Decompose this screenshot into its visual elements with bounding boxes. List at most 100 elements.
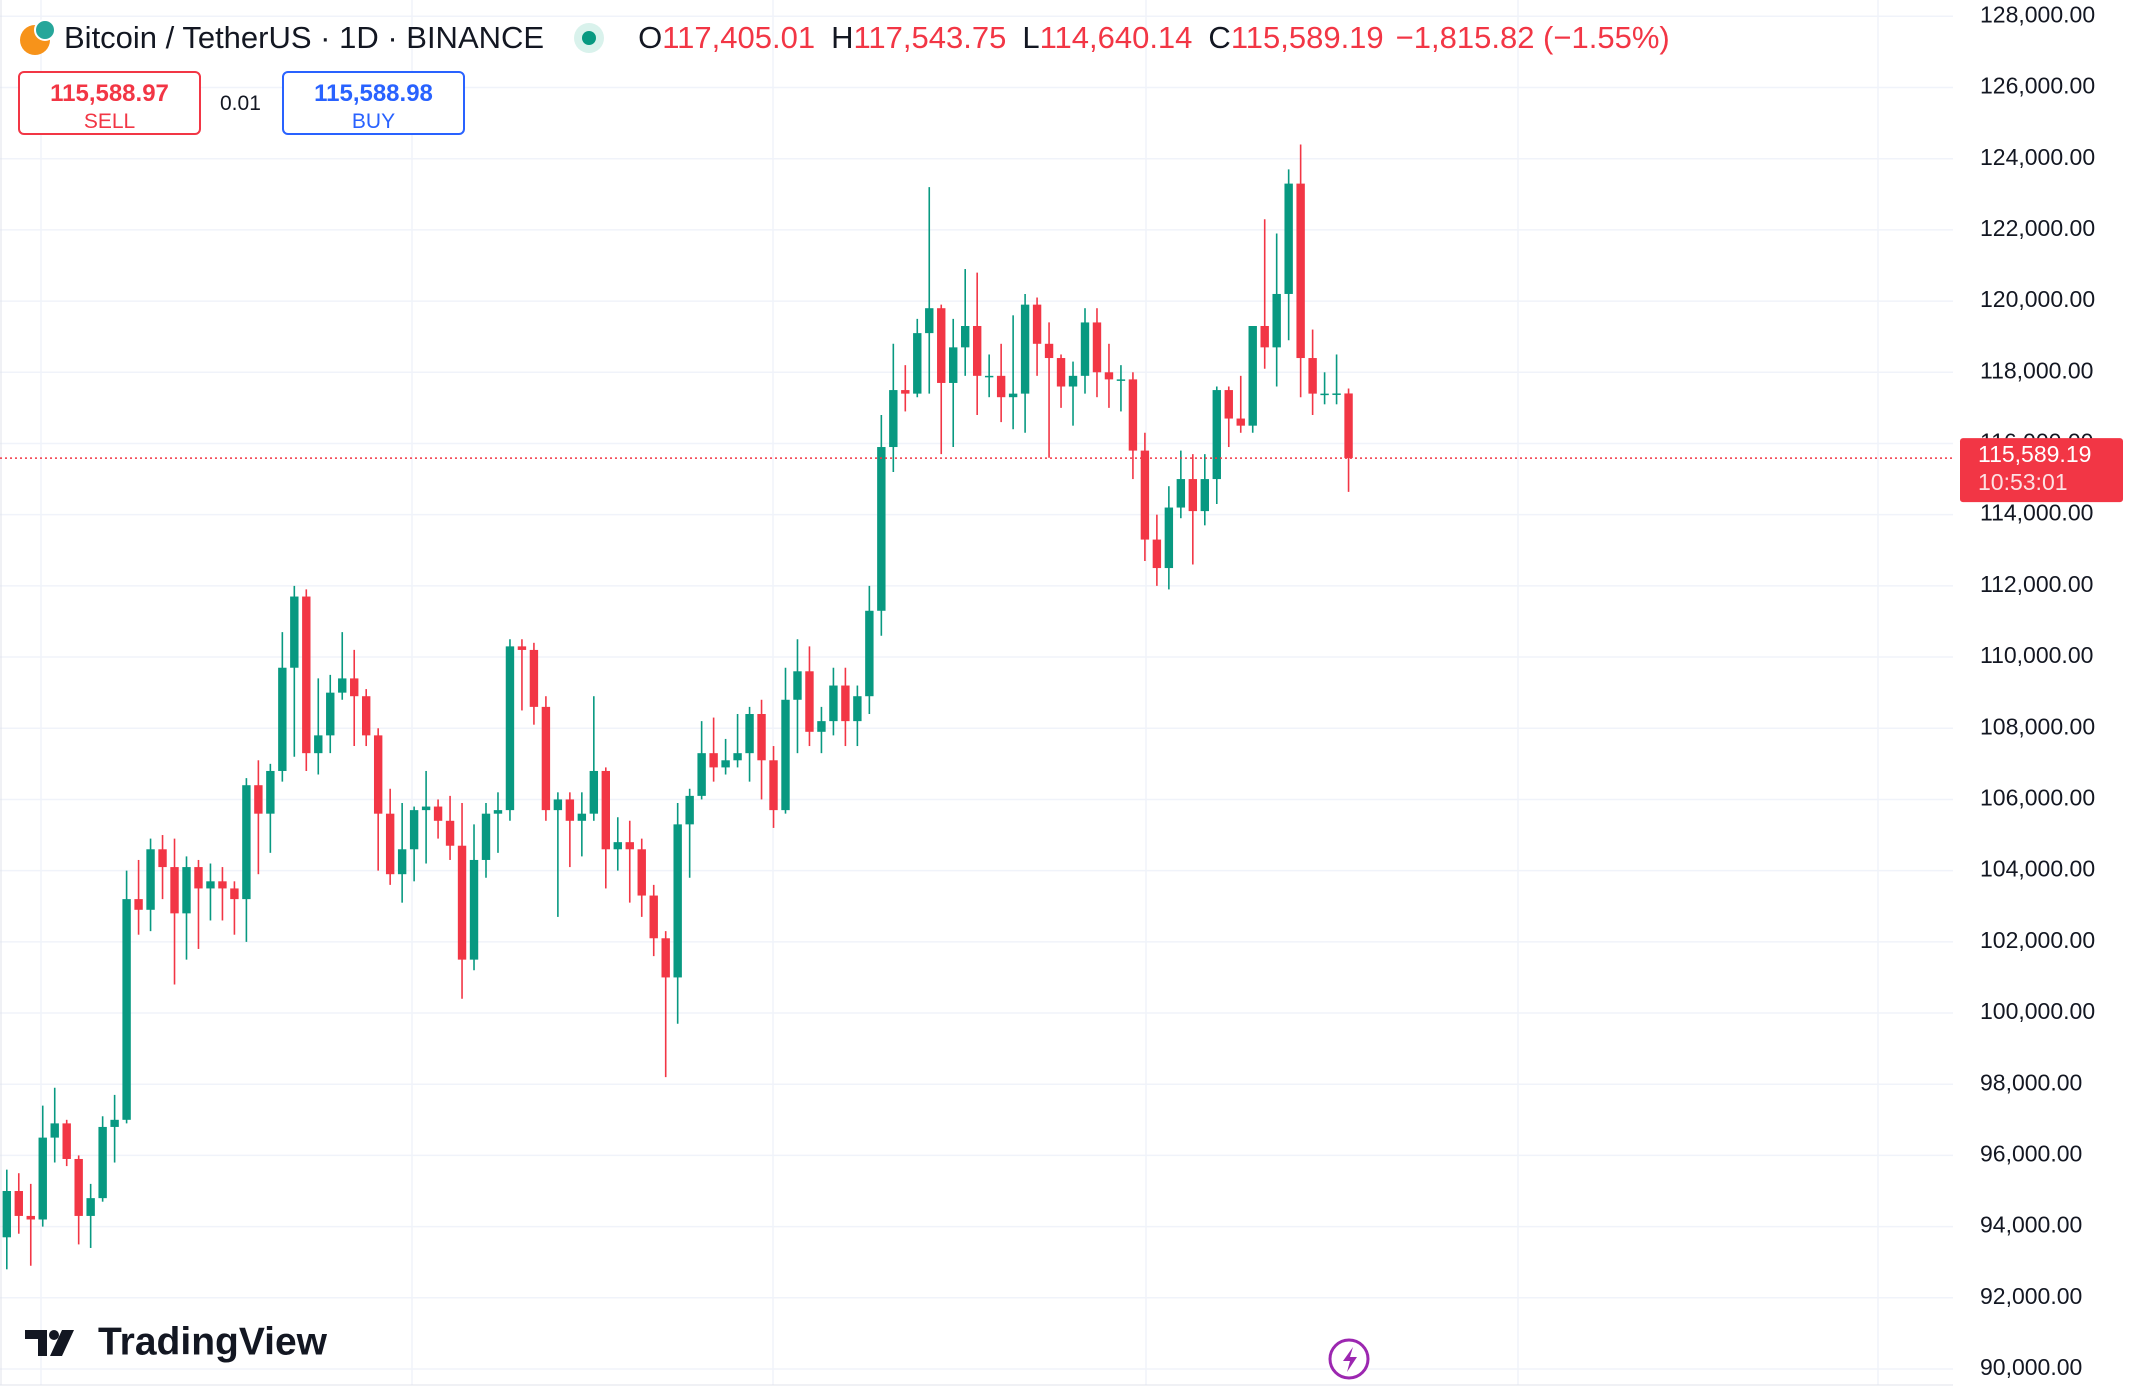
candle-body	[733, 753, 742, 761]
sell-label: SELL	[83, 110, 136, 133]
candle-body	[62, 1123, 71, 1159]
price-label: 115,589.19	[1978, 441, 2091, 467]
candle-body	[1020, 304, 1030, 394]
buy-price: 115,588.98	[314, 80, 433, 107]
candle-body	[362, 696, 371, 736]
tradingview-logo: TradingView	[25, 1320, 328, 1363]
candle-body	[745, 714, 754, 754]
lightning-icon	[1343, 1347, 1357, 1372]
candle-body	[769, 760, 778, 811]
candle-body	[637, 849, 646, 896]
candle-body	[14, 1191, 23, 1216]
candle-body	[242, 785, 251, 900]
candle-body	[26, 1215, 35, 1220]
y-tick-label: 128,000.00	[1980, 1, 2095, 27]
candle-body	[1248, 325, 1257, 426]
candle-body	[865, 610, 874, 697]
candle-body	[1200, 479, 1209, 512]
candle-body	[74, 1158, 83, 1216]
ohlc-value: 117,543.75	[853, 20, 1007, 55]
candle-body	[721, 760, 730, 768]
y-tick-label: 122,000.00	[1980, 215, 2095, 241]
candle-body	[433, 806, 443, 821]
candle-body	[625, 842, 634, 850]
candle-body	[817, 721, 826, 732]
y-tick-label: 120,000.00	[1980, 286, 2095, 312]
sell-button[interactable]: 115,588.97 SELL	[18, 71, 201, 135]
candles	[2, 144, 1353, 1270]
candle-body	[445, 820, 455, 846]
candle-body	[158, 849, 167, 868]
candle-body	[409, 810, 419, 850]
candle-body	[589, 770, 599, 814]
candle-body	[38, 1137, 47, 1220]
candle-body	[218, 881, 227, 889]
y-tick-label: 112,000.00	[1980, 571, 2093, 597]
y-tick-label: 106,000.00	[1980, 785, 2095, 811]
candle-body	[1212, 390, 1221, 480]
symbol-header: Bitcoin / TetherUS · 1D · BINANCE O 117,4…	[64, 20, 1670, 56]
candle-body	[1320, 393, 1329, 396]
ohlc-value: 114,640.14	[1039, 20, 1193, 55]
candle-body	[661, 938, 670, 978]
candle-body	[1260, 325, 1269, 348]
brand-name: TradingView	[98, 1320, 328, 1363]
candle-body	[1128, 379, 1138, 451]
y-tick-label: 98,000.00	[1980, 1069, 2082, 1095]
sell-price: 115,588.97	[50, 80, 169, 107]
candle-body	[1080, 322, 1090, 376]
candle-body	[146, 849, 155, 910]
logo-mark	[50, 1330, 74, 1356]
candle-body	[697, 753, 706, 796]
candle-body	[1056, 358, 1066, 387]
candle-body	[805, 671, 814, 732]
ohlc-value: 115,589.19	[1230, 20, 1384, 55]
candle-body	[290, 596, 299, 668]
candle-body	[338, 678, 347, 693]
candle-body	[841, 685, 850, 722]
vertical-grid	[40, 0, 1879, 1385]
candle-body	[853, 696, 862, 722]
candle-body	[829, 685, 838, 722]
candle-body	[996, 375, 1006, 398]
logo-dot	[49, 1330, 59, 1340]
status-dot	[574, 23, 605, 53]
candle-body	[984, 375, 994, 378]
candle-body	[1092, 322, 1102, 373]
buy-label: BUY	[351, 110, 396, 133]
candle-body	[373, 735, 383, 814]
lightning-button[interactable]	[1328, 1338, 1370, 1380]
horizontal-grid	[0, 15, 1953, 1370]
candle-body	[98, 1126, 107, 1199]
candle-body	[457, 845, 467, 960]
candle-body	[937, 308, 946, 383]
candle-body	[1236, 418, 1245, 426]
candle-body	[421, 806, 431, 811]
y-tick-label: 100,000.00	[1980, 998, 2095, 1024]
candle-body	[577, 813, 587, 821]
y-tick-label: 126,000.00	[1980, 73, 2095, 99]
candle-body	[1224, 390, 1233, 419]
candle-body	[278, 667, 287, 771]
candle-body	[110, 1119, 119, 1127]
quantity: 0.01	[220, 92, 261, 115]
candle-body	[1296, 183, 1305, 359]
candle-body	[493, 810, 503, 814]
candle-body	[877, 447, 886, 611]
candle-body	[685, 795, 694, 825]
coin-icon	[20, 19, 56, 55]
candle-body	[901, 390, 910, 394]
candle-body	[949, 347, 958, 383]
candle-body	[86, 1198, 95, 1216]
ohlc-value: 117,405.01	[662, 20, 816, 55]
candle-body	[2, 1191, 11, 1238]
candle-body	[1032, 304, 1042, 344]
candle-body	[793, 671, 802, 700]
buy-button[interactable]: 115,588.98 BUY	[282, 71, 465, 135]
candle-body	[350, 678, 359, 697]
ohlc-label: C	[1208, 20, 1231, 55]
candle-body	[122, 899, 131, 1120]
price-label-box	[1960, 438, 2123, 503]
